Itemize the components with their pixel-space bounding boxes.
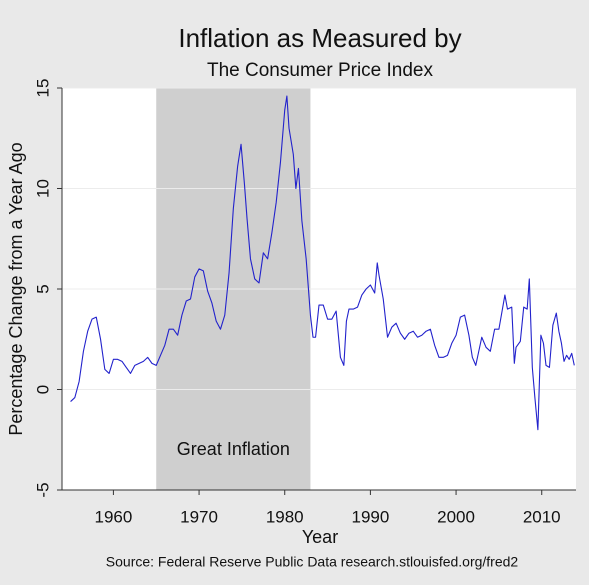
x-tick-label: 1990: [351, 507, 389, 526]
y-tick-label: 15: [33, 79, 52, 98]
annotation: Great Inflation: [177, 439, 290, 459]
y-tick-label: -5: [33, 482, 52, 497]
x-tick-label: 1960: [94, 507, 132, 526]
x-tick-label: 2000: [437, 507, 475, 526]
x-tick-label: 1970: [180, 507, 218, 526]
inflation-line: [70, 95, 575, 431]
y-tick-label: 5: [33, 284, 52, 293]
y-tick-label: 10: [33, 179, 52, 198]
y-tick-label: 0: [33, 385, 52, 394]
chart-subtitle: The Consumer Price Index: [207, 60, 433, 81]
chart-title: Inflation as Measured by: [178, 23, 461, 53]
y-axis-label: Percentage Change from a Year Ago: [6, 142, 26, 435]
x-tick-label: 2010: [523, 507, 561, 526]
source-note: Source: Federal Reserve Public Data rese…: [106, 554, 519, 570]
x-axis-label: Year: [302, 527, 338, 547]
x-tick-label: 1980: [266, 507, 304, 526]
